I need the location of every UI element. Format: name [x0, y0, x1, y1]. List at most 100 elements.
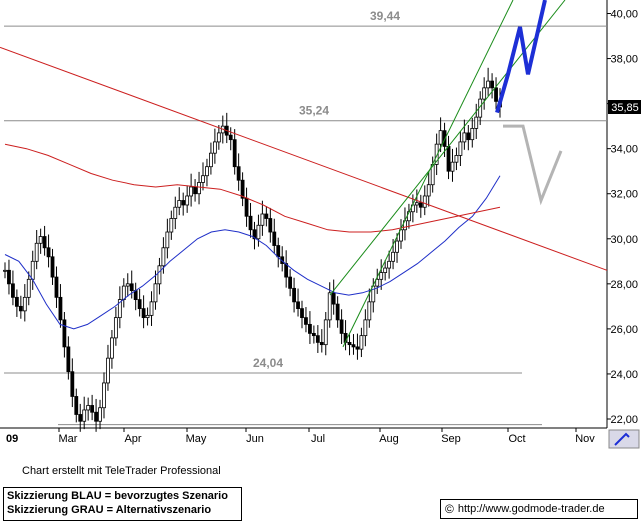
candle-body: [74, 396, 79, 415]
y-tick-label: 30,00: [610, 234, 638, 246]
candle-body: [256, 224, 261, 240]
candle-body: [323, 319, 328, 346]
candle-body: [50, 256, 55, 278]
candle-body: [367, 301, 372, 321]
candle-body: [426, 184, 431, 197]
candle-body: [113, 317, 118, 339]
candle-body: [462, 132, 467, 143]
candle-body: [446, 146, 451, 172]
candle-body: [260, 213, 265, 226]
candle-body: [434, 143, 439, 165]
last-price-label: 35,85: [611, 102, 639, 114]
candle-body: [458, 141, 463, 156]
x-tick-label: Apr: [124, 433, 141, 445]
preferred-scenario-sketch: [495, 0, 547, 114]
plot-background: [0, 0, 607, 428]
candle-body: [351, 344, 356, 348]
candle-body: [98, 407, 102, 422]
website-link[interactable]: © http://www.godmode-trader.de: [440, 499, 638, 519]
candle-body: [185, 195, 190, 206]
level-label: 39,44: [370, 9, 400, 23]
candle-body: [205, 166, 209, 177]
candle-body: [296, 301, 300, 310]
candle-body: [486, 80, 491, 89]
candle-body: [11, 283, 15, 298]
trend-line: [329, 0, 566, 296]
candle-body: [14, 296, 19, 307]
candle-body: [252, 229, 257, 240]
candle-body: [494, 87, 498, 102]
candle-body: [363, 319, 368, 337]
candle-body: [18, 305, 23, 312]
candle-body: [375, 278, 380, 287]
candle-body: [62, 319, 67, 348]
y-tick-label: 38,00: [610, 54, 638, 66]
chart-credit: Chart erstellt mit TeleTrader Profession…: [22, 465, 221, 477]
candle-body: [82, 409, 87, 422]
candle-body: [90, 405, 95, 413]
candle-body: [387, 260, 392, 269]
x-tick-label: Nov: [575, 433, 595, 445]
candle-body: [149, 301, 154, 316]
x-axis-band: [0, 428, 641, 450]
candle-body: [347, 341, 352, 346]
copyright-icon: ©: [445, 502, 454, 516]
trend-icon: [614, 432, 630, 446]
candle-body: [121, 285, 126, 300]
candle-body: [308, 323, 312, 334]
candle-body: [276, 245, 281, 258]
candle-body: [418, 202, 423, 208]
candle-body: [264, 213, 269, 219]
x-tick-label: May: [186, 433, 207, 445]
chart-area: 40,0038,0036,0034,0032,0030,0028,0026,00…: [0, 0, 641, 450]
candle-body: [232, 139, 237, 168]
candle-body: [319, 341, 324, 346]
candle-body: [327, 292, 332, 321]
candle-body: [474, 116, 479, 129]
candle-body: [288, 276, 293, 289]
candle-body: [300, 308, 304, 319]
candle-body: [125, 283, 130, 287]
x-tick-label: 09: [6, 433, 18, 445]
candle-body: [3, 269, 7, 272]
candle-body: [216, 132, 221, 143]
candle-body: [315, 335, 320, 343]
y-tick-label: 32,00: [610, 189, 638, 201]
x-tick-label: Jun: [246, 433, 264, 445]
candle-body: [189, 186, 194, 197]
x-tick-label: Jul: [311, 433, 325, 445]
candle-body: [181, 200, 186, 206]
candle-body: [106, 357, 110, 384]
candle-body: [422, 195, 427, 208]
x-tick-label: Sep: [441, 433, 461, 445]
level-label: 35,24: [299, 104, 329, 118]
candle-body: [26, 278, 31, 298]
candle-body: [173, 206, 178, 219]
candle-body: [395, 240, 399, 253]
candle-body: [236, 166, 241, 181]
candle-body: [209, 152, 213, 168]
candle-body: [248, 215, 253, 231]
candle-body: [161, 247, 166, 267]
y-tick-label: 28,00: [610, 279, 638, 291]
candle-body: [38, 236, 43, 244]
candle-body: [331, 292, 336, 305]
candle-body: [145, 314, 150, 319]
level-label: 24,04: [253, 356, 283, 370]
candle-body: [137, 299, 142, 310]
candle-body: [355, 346, 360, 350]
candle-body: [34, 242, 39, 262]
legend-gray-text: Skizzierung GRAU = Alternativszenario: [7, 504, 212, 516]
x-tick-label: Aug: [379, 433, 399, 445]
candle-body: [201, 175, 205, 183]
moving-average-line: [4, 175, 501, 330]
candle-body: [7, 269, 11, 285]
scenario-legend: Skizzierung BLAU = bevorzugtes Szenario …: [3, 487, 242, 521]
candle-body: [450, 161, 455, 172]
candle-body: [414, 202, 419, 206]
website-url[interactable]: http://www.godmode-trader.de: [457, 503, 605, 515]
y-tick-label: 40,00: [610, 9, 638, 21]
candle-body: [133, 290, 138, 301]
candle-body: [66, 346, 71, 373]
candle-body: [193, 186, 197, 195]
